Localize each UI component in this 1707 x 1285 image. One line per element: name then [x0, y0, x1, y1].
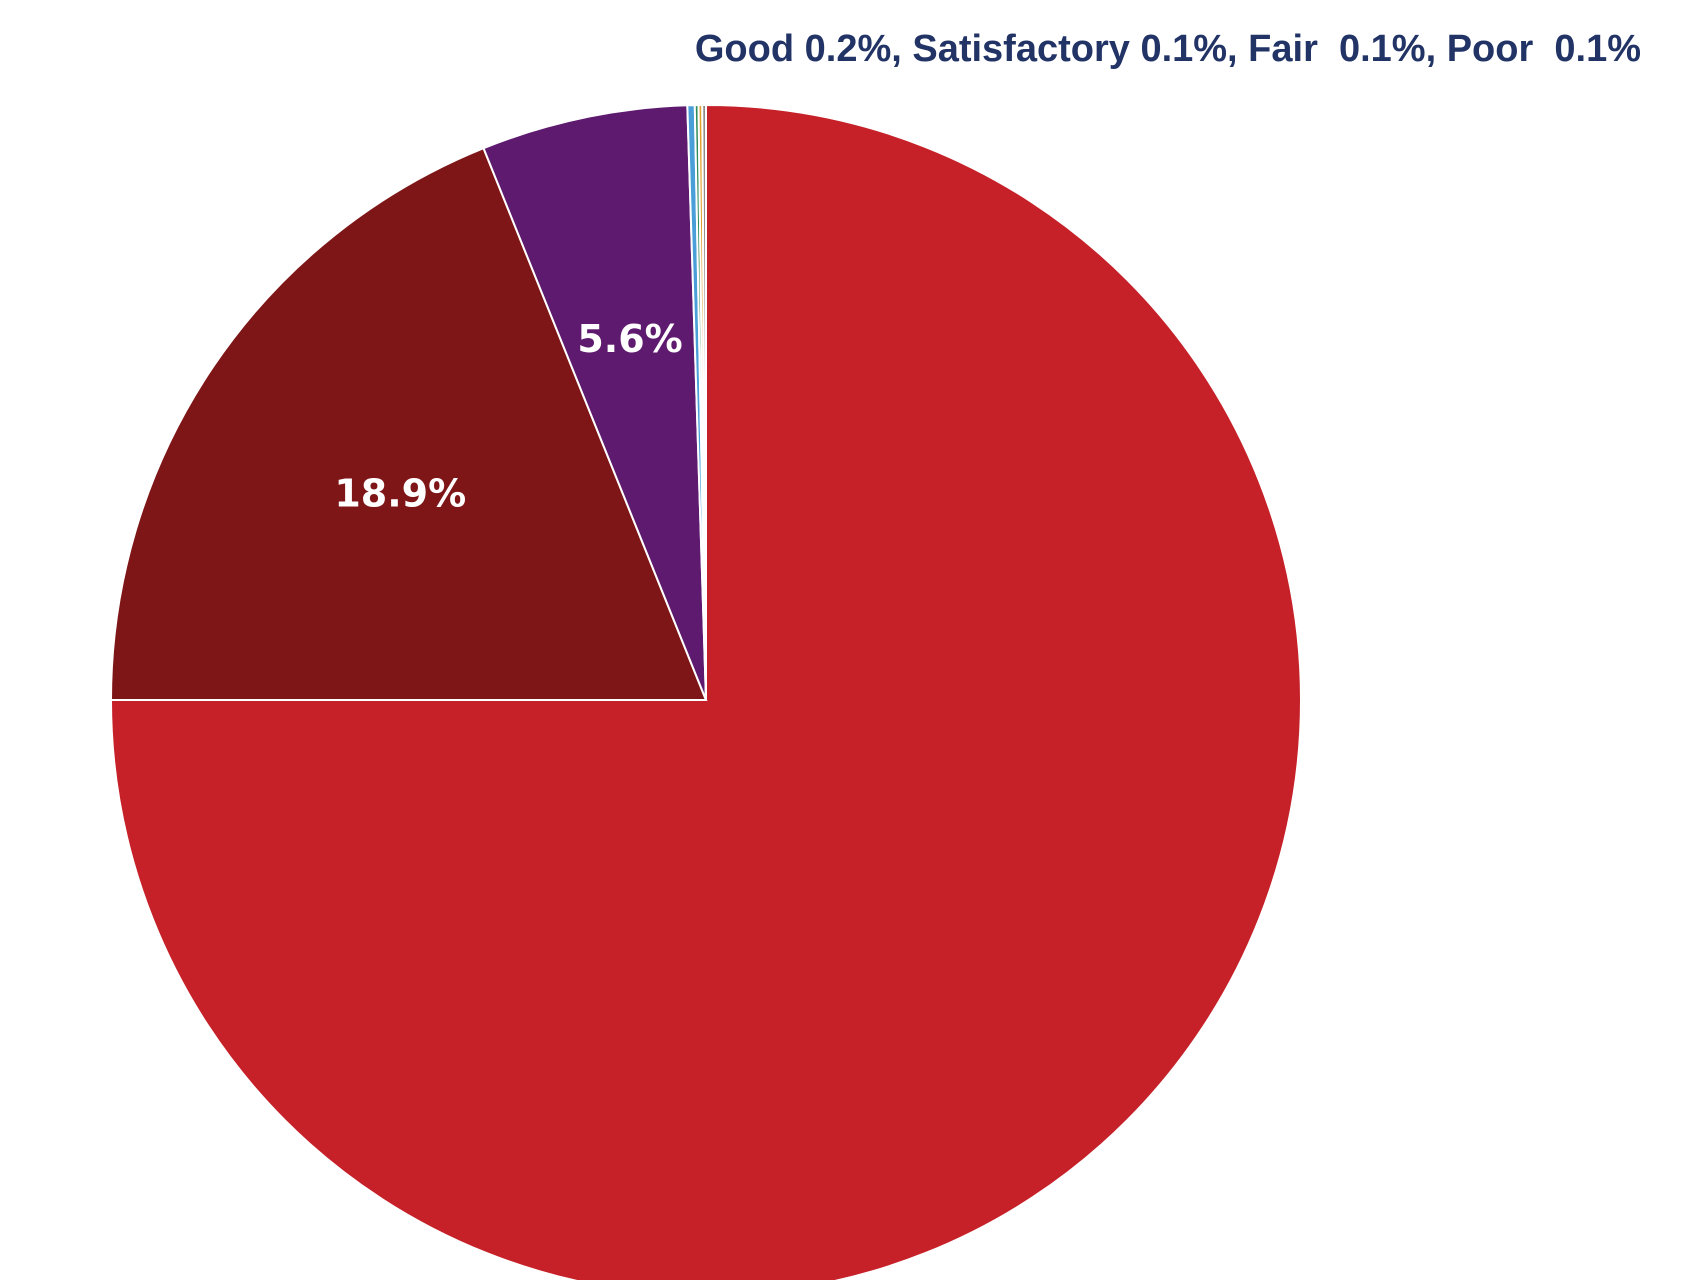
slice-label-2: 5.6%	[577, 317, 682, 361]
small-slices-annotation: Good 0.2%, Satisfactory 0.1%, Fair 0.1%,…	[694, 28, 1641, 70]
pie-slice-1	[109, 146, 708, 701]
pie-slice-2	[482, 104, 707, 701]
slice-label-1: 18.9%	[334, 472, 466, 516]
pie-slice-6	[701, 103, 707, 701]
